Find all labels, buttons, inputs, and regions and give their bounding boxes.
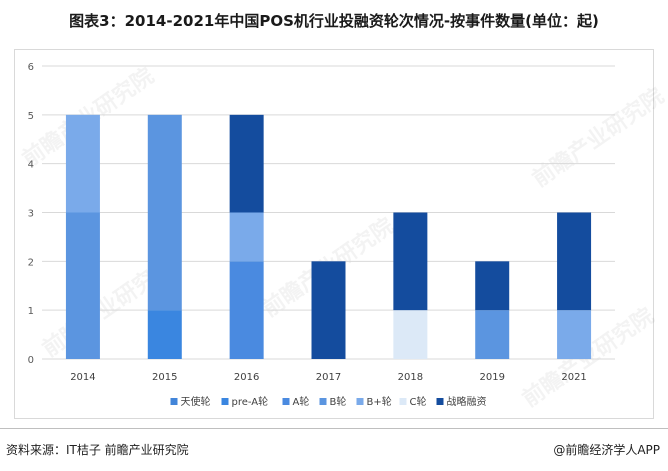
- legend: 天使轮 pre-A轮 A轮 B轮 B+轮 C轮 战略融资: [170, 395, 487, 408]
- source-note: 资料来源：IT桔子 前瞻产业研究院: [6, 443, 189, 457]
- x-tick-label: 2014: [70, 372, 95, 383]
- bar-segment: [65, 212, 100, 359]
- legend-label: B+轮: [367, 395, 392, 408]
- bar-segment: [557, 212, 592, 311]
- bar-segment: [229, 261, 264, 359]
- y-tick-label: 1: [28, 306, 34, 317]
- y-tick-label: 2: [28, 257, 34, 268]
- bar-segment: [229, 212, 264, 262]
- x-axis-ticks: 2014 2015 2016 2017 2018 2019 2021: [70, 372, 587, 383]
- chart-title: 图表3：2014-2021年中国POS机行业投融资轮次情况-按事件数量(单位：起…: [69, 12, 599, 30]
- x-tick-label: 2021: [561, 372, 586, 383]
- legend-swatch: [399, 398, 407, 405]
- bar-segment: [311, 261, 346, 359]
- x-tick-label: 2018: [398, 372, 423, 383]
- x-tick-label: 2017: [316, 372, 341, 383]
- legend-label: 天使轮: [181, 395, 211, 408]
- bar-segment: [393, 212, 428, 311]
- bar-segment: [147, 310, 182, 359]
- chart-frame: [14, 49, 654, 419]
- bar-segment: [65, 114, 100, 213]
- x-tick-label: 2015: [152, 372, 177, 383]
- stacked-bar-chart: 0 1 2 3 4 5 6 2014 2015 2016 2017 2018 2019 2021 天使轮…: [28, 62, 615, 408]
- legend-swatch: [319, 398, 327, 405]
- x-tick-label: 2019: [479, 372, 504, 383]
- footer-divider: [0, 428, 668, 429]
- bar-segment: [229, 114, 264, 213]
- y-tick-label: 0: [28, 355, 34, 366]
- bar-segment: [557, 310, 592, 359]
- y-tick-label: 4: [28, 160, 34, 171]
- legend-label: B轮: [330, 395, 347, 408]
- bar-segment: [475, 310, 510, 359]
- bar-segment: [475, 261, 510, 311]
- legend-swatch: [436, 398, 444, 405]
- legend-label: pre-A轮: [232, 395, 269, 408]
- y-axis-ticks: 0 1 2 3 4 5 6: [28, 62, 34, 366]
- x-tick-label: 2016: [234, 372, 259, 383]
- y-tick-label: 6: [28, 62, 34, 73]
- bar-segment: [147, 114, 182, 311]
- legend-swatch: [282, 398, 290, 405]
- legend-swatch: [221, 398, 229, 405]
- y-tick-label: 5: [28, 111, 34, 122]
- legend-swatch: [356, 398, 364, 405]
- legend-label: A轮: [293, 395, 310, 408]
- brand-label: @前瞻经济学人APP: [553, 443, 660, 457]
- legend-swatch: [170, 398, 178, 405]
- bar-segment: [393, 310, 428, 359]
- legend-label: 战略融资: [447, 395, 487, 408]
- bars: [65, 114, 592, 359]
- y-tick-label: 3: [28, 209, 34, 220]
- legend-label: C轮: [410, 395, 427, 408]
